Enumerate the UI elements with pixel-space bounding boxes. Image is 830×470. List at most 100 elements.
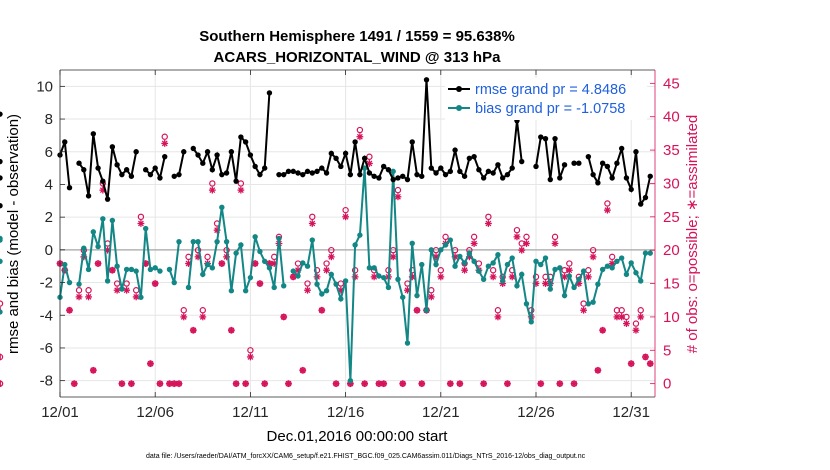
bias-point [238, 242, 244, 248]
rmse-point [476, 167, 482, 173]
obs-assimilated-marker [327, 253, 335, 261]
rmse-point [195, 152, 201, 158]
obs-assimilated-marker [280, 313, 288, 321]
bias-point [0, 237, 3, 243]
rmse-point [152, 165, 158, 171]
obs-assimilated-marker [618, 313, 626, 321]
rmse-point [342, 150, 349, 157]
rmse-point [209, 167, 216, 173]
bias-point [504, 261, 511, 268]
rmse-point [628, 186, 634, 193]
rmse-point [585, 153, 592, 160]
obs-assimilated-marker [594, 366, 602, 374]
bias-point [495, 252, 501, 258]
bias-point [219, 204, 225, 211]
obs-assimilated-marker [356, 133, 364, 141]
rmse-point [252, 163, 258, 170]
bias-point [433, 261, 439, 268]
obs-possible-marker [247, 347, 254, 354]
obs-assimilated-marker [494, 313, 502, 321]
bias-point [190, 238, 196, 245]
rmse-point [599, 160, 606, 166]
rmse-point [176, 171, 182, 178]
plot-area [0, 77, 654, 388]
bias-point [147, 266, 154, 273]
rmse-point [328, 150, 335, 157]
rmse-point [123, 167, 130, 173]
obs-assimilated-marker [151, 280, 159, 287]
bias-point [109, 217, 116, 224]
obs-assimilated-marker [604, 206, 611, 214]
obs-assimilated-marker [113, 286, 121, 294]
obs-assimilated-marker [299, 366, 307, 374]
obs-assimilated-marker [128, 380, 135, 388]
bias-point [404, 340, 411, 346]
y-left-tick-label: 2 [45, 209, 53, 226]
rmse-point [247, 152, 254, 158]
y-axis-label-left: rmse and bias (model - observation) [5, 114, 22, 354]
obs-possible-marker [313, 267, 321, 274]
rmse-point [214, 152, 220, 158]
bias-point [357, 232, 363, 238]
obs-assimilated-marker [261, 380, 269, 388]
rmse-point [281, 171, 287, 178]
rmse-point [0, 203, 3, 209]
bias-point [328, 271, 335, 278]
bias-point [471, 258, 477, 264]
y-right-tick-label: 15 [663, 276, 680, 293]
rmse-point [190, 145, 196, 152]
rmse-point [419, 173, 425, 179]
rmse-point [242, 139, 249, 145]
rmse-point [561, 162, 568, 168]
bias-point [419, 261, 425, 268]
obs-assimilated-marker [132, 293, 140, 301]
rmse-point [452, 147, 458, 153]
bias-point [309, 237, 315, 243]
bias-point [499, 278, 506, 284]
bias-point [566, 273, 573, 279]
rmse-point [204, 149, 211, 155]
obs-possible-marker [204, 253, 211, 261]
bias-point [276, 235, 282, 242]
bias-point [133, 268, 139, 274]
obs-assimilated-marker [161, 140, 169, 147]
bias-point [552, 266, 558, 273]
rmse-point [404, 176, 411, 183]
obs-possible-marker [513, 226, 521, 234]
y-right-tick-label: 20 [663, 242, 680, 259]
obs-assimilated-marker [599, 326, 607, 334]
bias-point [223, 238, 230, 245]
obs-assimilated-marker [646, 360, 654, 368]
rmse-point [0, 111, 3, 117]
bias-point [538, 261, 544, 268]
rmse-point [499, 175, 506, 181]
rmse-point [371, 173, 377, 179]
obs-possible-marker [494, 307, 502, 314]
rmse-point [100, 178, 106, 184]
bias-point [609, 265, 615, 271]
y-right-tick-label: 5 [663, 342, 671, 359]
obs-assimilated-marker [446, 380, 454, 388]
obs-assimilated-marker [399, 380, 407, 388]
rmse-point [571, 160, 577, 166]
rmse-point [361, 155, 368, 161]
obs-assimilated-marker [237, 186, 245, 194]
y-right-tick-label: 40 [663, 109, 680, 126]
y-left-tick-label: -4 [40, 307, 53, 324]
bias-point [400, 294, 406, 300]
rmse-point [614, 160, 620, 166]
rmse-point [642, 194, 649, 201]
bias-point [490, 260, 496, 266]
obs-assimilated-marker [551, 240, 559, 247]
obs-assimilated-marker [470, 240, 478, 247]
bias-point [623, 271, 630, 278]
obs-possible-marker [209, 180, 216, 187]
bias-point [523, 301, 530, 307]
bias-point [157, 268, 163, 274]
bias-point [300, 260, 306, 266]
bias-point [361, 165, 368, 171]
bias-point [119, 286, 125, 292]
obs-possible-marker [180, 307, 187, 314]
obs-assimilated-marker [637, 313, 645, 321]
rmse-point [142, 167, 149, 173]
